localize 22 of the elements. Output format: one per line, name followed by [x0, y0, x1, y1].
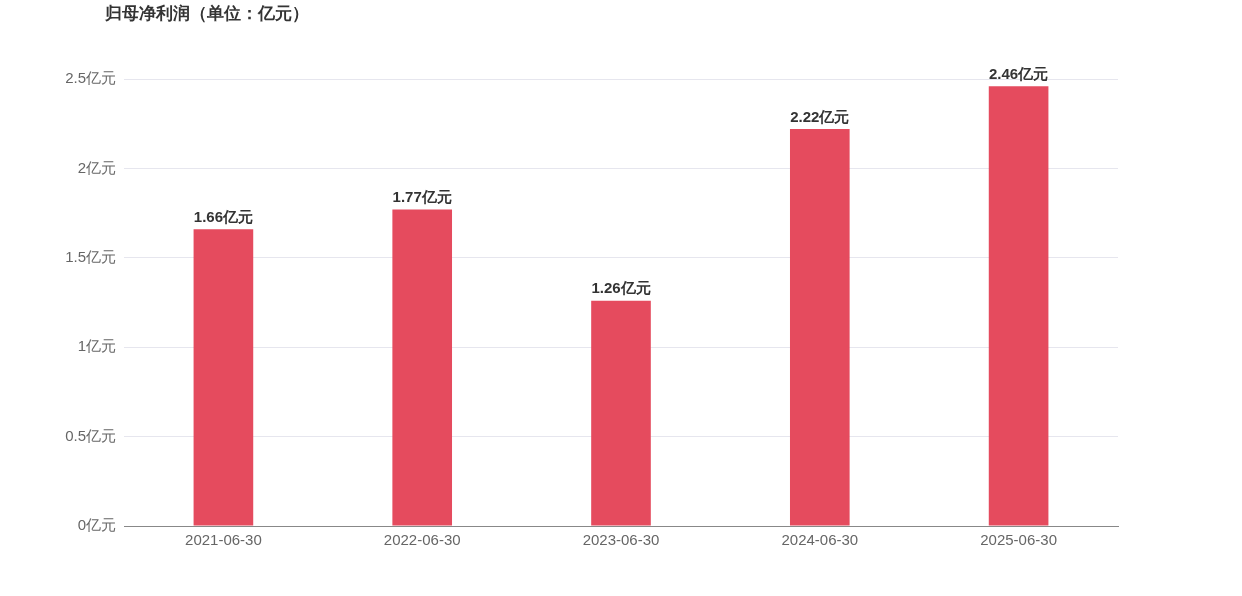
y-tick-label: 1亿元	[77, 337, 116, 355]
data-label: 2.46亿元	[989, 64, 1049, 82]
x-tick-label: 2025-06-30	[980, 531, 1057, 549]
data-label: 1.26亿元	[591, 279, 651, 297]
data-label: 1.77亿元	[392, 188, 452, 206]
y-tick-label: 1.5亿元	[65, 247, 116, 265]
y-tick-label: 0亿元	[77, 516, 116, 534]
x-tick-label: 2024-06-30	[781, 531, 859, 549]
x-tick-label: 2022-06-30	[383, 531, 461, 549]
y-tick-label: 2.5亿元	[65, 69, 116, 87]
bar	[392, 209, 453, 526]
y-tick-label: 0.5亿元	[65, 426, 116, 444]
data-label: 2.22亿元	[790, 107, 850, 125]
data-label: 1.66亿元	[193, 207, 253, 225]
bar	[193, 229, 254, 526]
bar	[591, 300, 651, 526]
bar	[789, 129, 850, 526]
y-tick-label: 2亿元	[77, 158, 116, 176]
bar	[988, 86, 1049, 526]
x-tick-label: 2023-06-30	[582, 531, 660, 549]
chart-title: 归母净利润（单位：亿元）	[105, 3, 309, 25]
x-tick-label: 2021-06-30	[185, 531, 262, 549]
